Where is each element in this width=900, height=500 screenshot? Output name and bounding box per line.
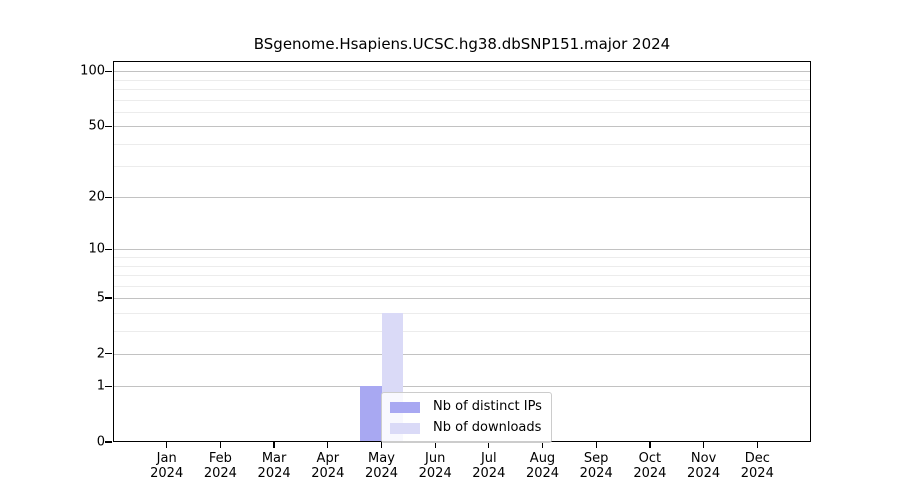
x-axis-tick [273, 442, 275, 448]
minor-gridline [113, 257, 811, 258]
x-axis-tick [756, 442, 758, 448]
y-axis-tick [105, 196, 112, 199]
minor-gridline [113, 285, 811, 287]
major-gridline [113, 298, 811, 300]
minor-gridline [113, 111, 811, 113]
x-axis-tick-label: Sep 2024 [579, 451, 613, 481]
major-gridline [113, 126, 811, 128]
x-axis-tick [541, 442, 544, 448]
y-axis-tick [105, 297, 112, 299]
x-axis-tick-label: Jul 2024 [472, 451, 506, 481]
major-gridline [113, 249, 811, 251]
gridlines-layer [113, 61, 811, 442]
legend: Nb of distinct IPs Nb of downloads [381, 392, 552, 443]
legend-label: Nb of distinct IPs [433, 399, 542, 414]
x-axis-tick-label: Apr 2024 [311, 451, 345, 481]
minor-gridline [113, 265, 811, 267]
x-axis-tick [649, 442, 651, 448]
x-axis-tick-label: Mar 2024 [257, 451, 291, 481]
y-axis-tick-label: 0 [96, 434, 105, 450]
y-axis-tick [105, 385, 112, 387]
y-axis-tick [105, 125, 112, 127]
x-axis-tick-label: Dec 2024 [740, 451, 774, 481]
minor-gridline [113, 166, 811, 168]
minor-gridline [113, 330, 811, 332]
x-axis-tick-label: Oct 2024 [633, 451, 667, 481]
minor-gridline [113, 89, 811, 90]
y-axis-tick-label: 50 [88, 118, 105, 134]
y-axis-tick-label: 2 [96, 346, 105, 362]
major-gridline [113, 71, 811, 73]
x-axis-tick [488, 442, 490, 448]
x-axis-tick [434, 442, 436, 448]
y-axis-tick [105, 353, 112, 355]
x-axis-tick-label: Jan 2024 [150, 451, 184, 481]
y-axis-tick [105, 248, 112, 251]
legend-row: Nb of distinct IPs [390, 398, 542, 416]
bars-layer [113, 61, 811, 442]
x-axis-tick [595, 442, 597, 448]
chart-title: BSgenome.Hsapiens.UCSC.hg38.dbSNP151.maj… [253, 35, 671, 53]
major-gridline [113, 353, 811, 355]
x-axis-tick [380, 442, 383, 448]
plot-area: Nb of distinct IPs Nb of downloads [113, 61, 811, 443]
legend-label: Nb of downloads [433, 420, 542, 435]
x-axis-tick-label: Aug 2024 [525, 451, 560, 481]
bar-distinct-ips-may [360, 386, 382, 442]
y-axis-tick-label: 1 [96, 378, 105, 394]
minor-gridline [113, 143, 811, 145]
minor-gridline [113, 99, 811, 101]
y-axis-tick [105, 70, 112, 72]
legend-swatch [390, 422, 420, 434]
major-gridline [113, 197, 811, 199]
minor-gridline [113, 275, 811, 276]
legend-swatch [390, 401, 420, 413]
y-axis-tick-label: 100 [80, 63, 105, 79]
x-axis-tick [166, 442, 168, 448]
y-axis-tick [105, 441, 112, 443]
x-axis-tick-label: Feb 2024 [203, 451, 237, 481]
x-axis-tick [219, 442, 222, 448]
legend-row: Nb of downloads [390, 419, 542, 437]
y-axis-tick-label: 10 [88, 241, 105, 257]
x-axis-tick-label: Nov 2024 [687, 451, 721, 481]
x-axis-tick [702, 442, 705, 448]
minor-gridline [113, 79, 811, 81]
y-axis-tick-label: 20 [88, 189, 105, 205]
x-axis-tick-label: May 2024 [364, 451, 399, 481]
x-axis-tick-label: Jun 2024 [418, 451, 452, 481]
x-axis-tick [327, 442, 329, 448]
minor-gridline [113, 312, 811, 314]
y-axis-tick-label: 5 [96, 290, 105, 306]
major-gridline [113, 386, 811, 388]
